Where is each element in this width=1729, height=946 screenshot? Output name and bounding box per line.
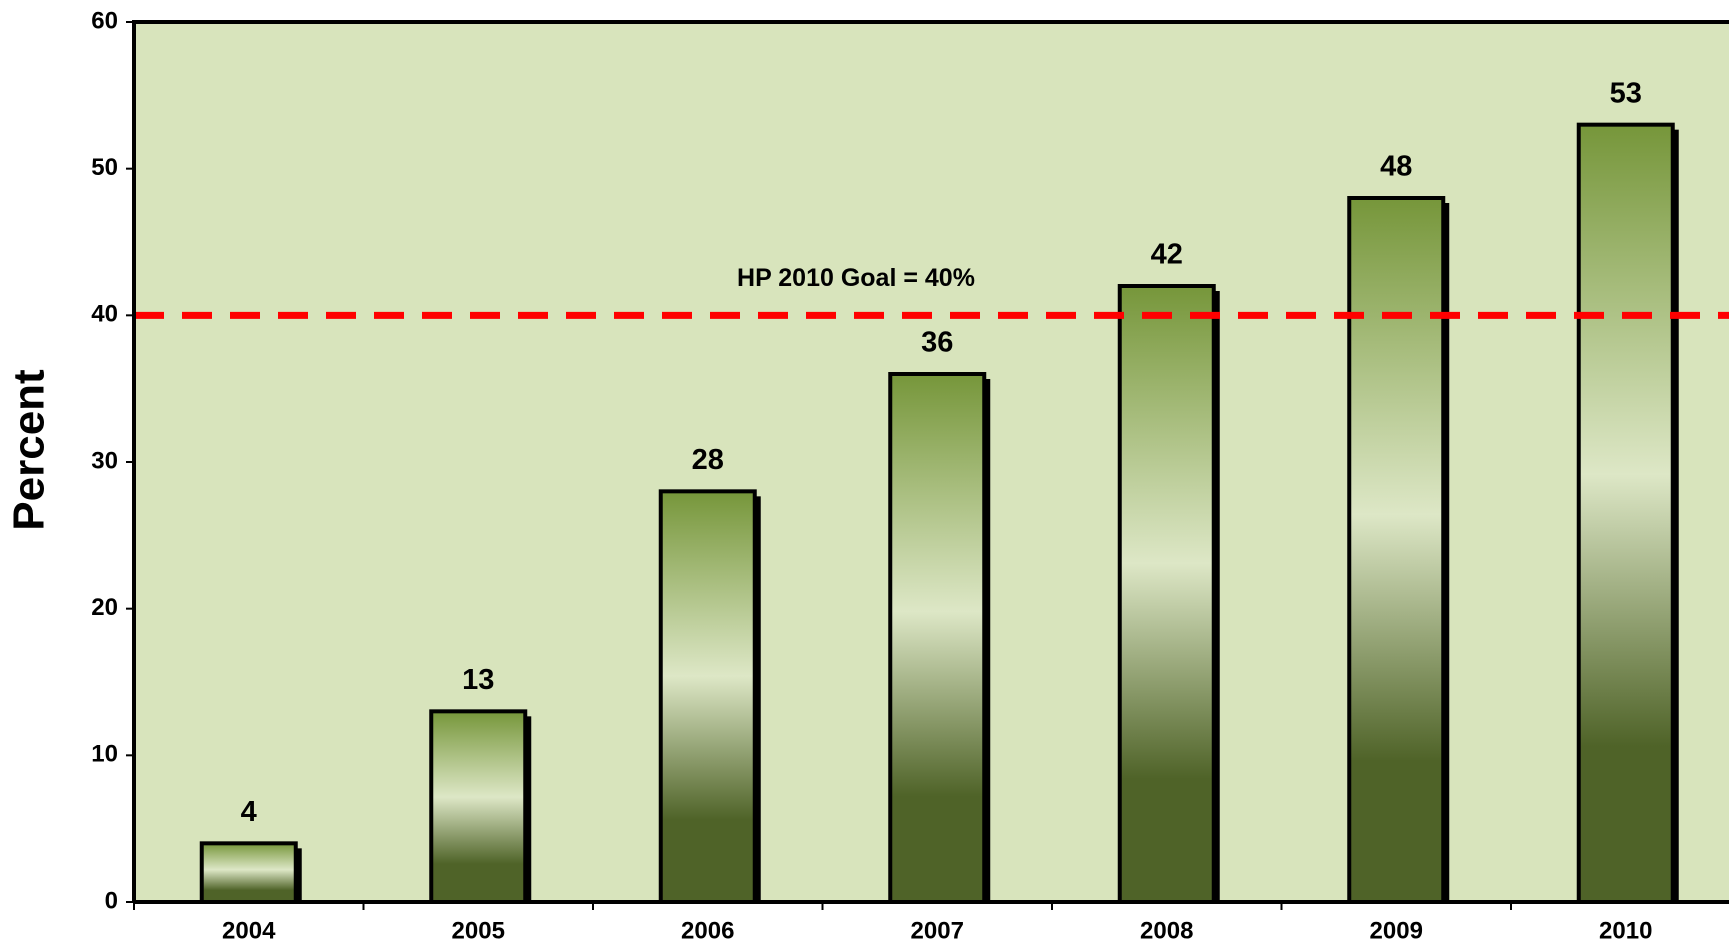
y-axis-label: Percent — [5, 369, 54, 531]
y-tick-label: 20 — [91, 594, 118, 621]
value-label: 48 — [1380, 151, 1412, 183]
bar — [199, 841, 298, 904]
value-label: 42 — [1151, 239, 1183, 271]
y-tick-label: 40 — [91, 301, 118, 328]
x-tick-label: 2006 — [681, 917, 734, 944]
goal-label: HP 2010 Goal = 40% — [737, 264, 975, 292]
bar — [1117, 284, 1216, 904]
y-tick-label: 30 — [91, 447, 118, 474]
value-label: 28 — [692, 444, 724, 476]
bar — [1576, 122, 1675, 904]
x-tick-label: 2010 — [1599, 917, 1652, 944]
value-label: 53 — [1610, 77, 1642, 109]
bar — [1347, 196, 1446, 904]
value-label: 4 — [241, 796, 257, 828]
value-label: 36 — [921, 327, 953, 359]
y-tick-label: 0 — [105, 887, 118, 914]
x-tick-label: 2005 — [452, 917, 505, 944]
x-tick-label: 2004 — [222, 917, 276, 944]
y-tick-label: 50 — [91, 154, 118, 181]
value-label: 13 — [462, 664, 494, 696]
x-tick-label: 2007 — [911, 917, 964, 944]
y-tick-label: 60 — [91, 7, 118, 34]
bar — [429, 709, 528, 904]
y-tick-label: 10 — [91, 741, 118, 768]
x-tick-label: 2008 — [1140, 917, 1193, 944]
x-tick-label: 2009 — [1370, 917, 1423, 944]
bar — [658, 489, 757, 904]
bar — [888, 372, 987, 904]
